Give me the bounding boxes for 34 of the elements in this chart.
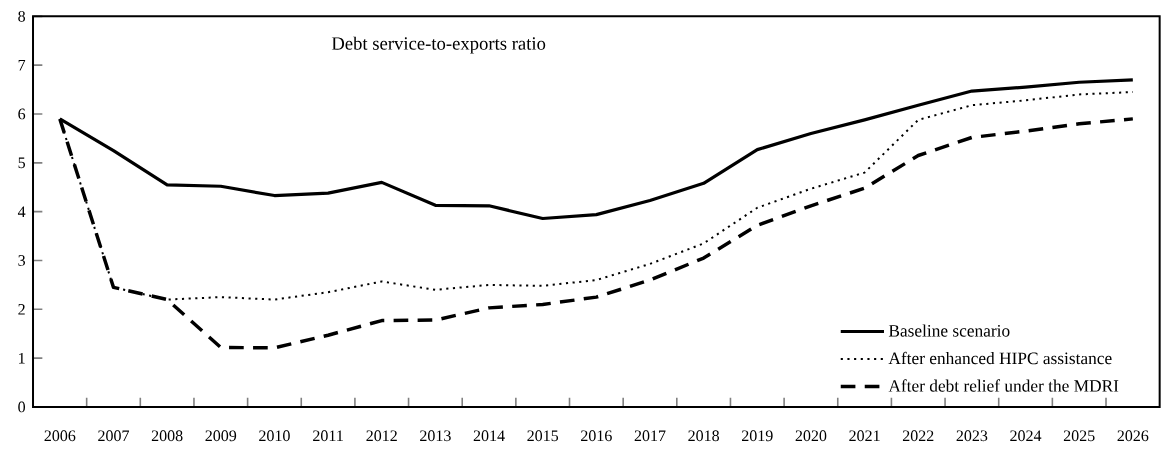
x-tick-label: 2021 xyxy=(849,430,880,442)
y-tick-label: 1 xyxy=(19,352,25,364)
x-tick-label: 2008 xyxy=(151,430,183,442)
y-tick-label: 6 xyxy=(18,108,26,120)
y-tick-label: 8 xyxy=(18,10,26,22)
legend-label: After enhanced HIPC assistance xyxy=(888,351,1112,365)
x-tick-label: 2016 xyxy=(581,430,612,442)
x-tick-label: 2015 xyxy=(527,430,559,442)
x-tick-label: 2026 xyxy=(1117,430,1149,442)
y-tick-label: 3 xyxy=(18,255,26,266)
x-tick-label: 2018 xyxy=(688,430,720,442)
x-tick-label: 2023 xyxy=(956,430,988,442)
y-tick-label: 0 xyxy=(18,401,26,413)
x-tick-label: 2022 xyxy=(902,430,934,442)
text: Debt service-to-exports ratio xyxy=(331,36,546,54)
x-tick-label: 2012 xyxy=(366,430,397,442)
x-tick-label: 2013 xyxy=(420,430,451,442)
x-tick-label: 2010 xyxy=(259,430,290,442)
y-tick-label: 4 xyxy=(17,206,26,217)
x-tick-label: 2009 xyxy=(205,430,237,442)
x-tick-label: 2014 xyxy=(473,430,505,442)
x-tick-label: 2020 xyxy=(795,430,827,442)
x-tick-label: 2024 xyxy=(1010,430,1042,442)
legend-label: Baseline scenario xyxy=(888,324,1010,337)
y-tick-label: 5 xyxy=(18,157,26,169)
x-tick-label: 2025 xyxy=(1063,430,1095,442)
y-tick-label: 2 xyxy=(18,304,25,315)
y-tick-label: 7 xyxy=(18,59,26,71)
x-tick-label: 2017 xyxy=(634,430,666,442)
x-tick-label: 2006 xyxy=(44,430,76,442)
x-tick-label: 2019 xyxy=(742,430,773,442)
x-tick-label: 2011 xyxy=(313,430,343,442)
legend-label: After debt relief under the MDRI xyxy=(888,379,1119,392)
x-tick-label: 2007 xyxy=(98,430,130,442)
